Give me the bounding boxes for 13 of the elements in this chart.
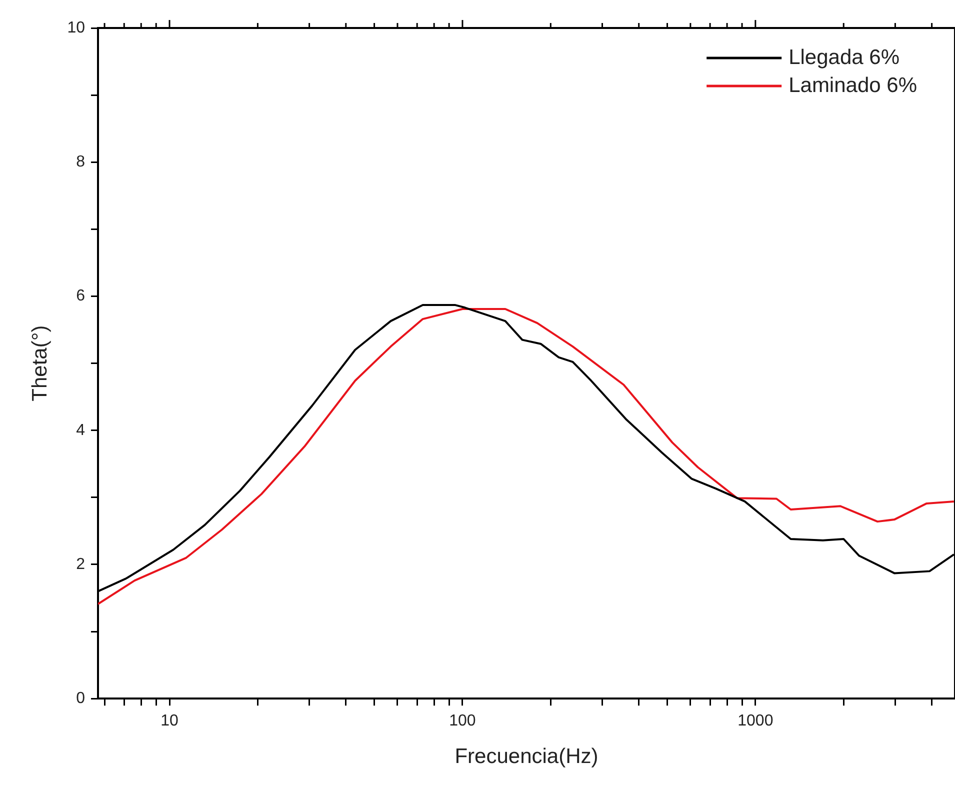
y-tick-label: 2 bbox=[76, 556, 86, 573]
y-tick-label: 0 bbox=[76, 690, 86, 708]
y-tick-label: 8 bbox=[76, 154, 86, 171]
legend-label: Llegada 6% bbox=[788, 46, 900, 69]
x-tick-label: 100 bbox=[449, 712, 476, 730]
x-tick-label: 1000 bbox=[738, 712, 774, 730]
y-tick-label: 4 bbox=[76, 422, 86, 439]
y-tick-label: 6 bbox=[76, 288, 86, 305]
x-tick-label: 10 bbox=[160, 712, 179, 730]
x-axis-title: Frecuencia(Hz) bbox=[454, 745, 598, 768]
legend-label: Laminado 6% bbox=[788, 74, 917, 97]
y-axis-title: Theta(°) bbox=[28, 325, 52, 402]
y-tick-label: 10 bbox=[67, 19, 86, 36]
